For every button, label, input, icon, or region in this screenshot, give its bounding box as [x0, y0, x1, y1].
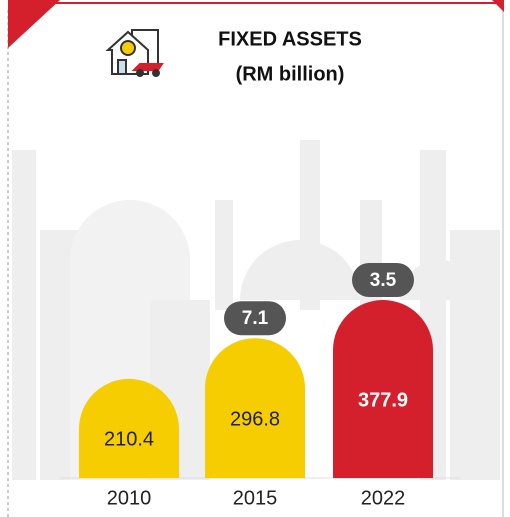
- badge-label: 7.1: [242, 308, 269, 329]
- x-tick-label: 2010: [107, 487, 152, 509]
- value-label: 296.8: [230, 408, 280, 430]
- background-factory: [12, 140, 500, 480]
- chart-subtitle: (RM billion): [236, 63, 345, 85]
- badge: [224, 301, 286, 336]
- assets-icon: [105, 29, 164, 77]
- corner-triangle: [8, 0, 60, 48]
- badge-label: 3.5: [370, 270, 397, 291]
- x-tick-label: 2022: [361, 487, 406, 509]
- bar: [333, 300, 433, 478]
- bar: [79, 378, 179, 478]
- value-label: 210.4: [104, 429, 154, 451]
- corner-triangle: [492, 0, 504, 12]
- bar: [205, 338, 305, 478]
- value-label: 377.9: [358, 389, 408, 411]
- chart-title: FIXED ASSETS: [218, 28, 362, 50]
- x-tick-label: 2015: [233, 487, 278, 509]
- badge: [352, 263, 414, 297]
